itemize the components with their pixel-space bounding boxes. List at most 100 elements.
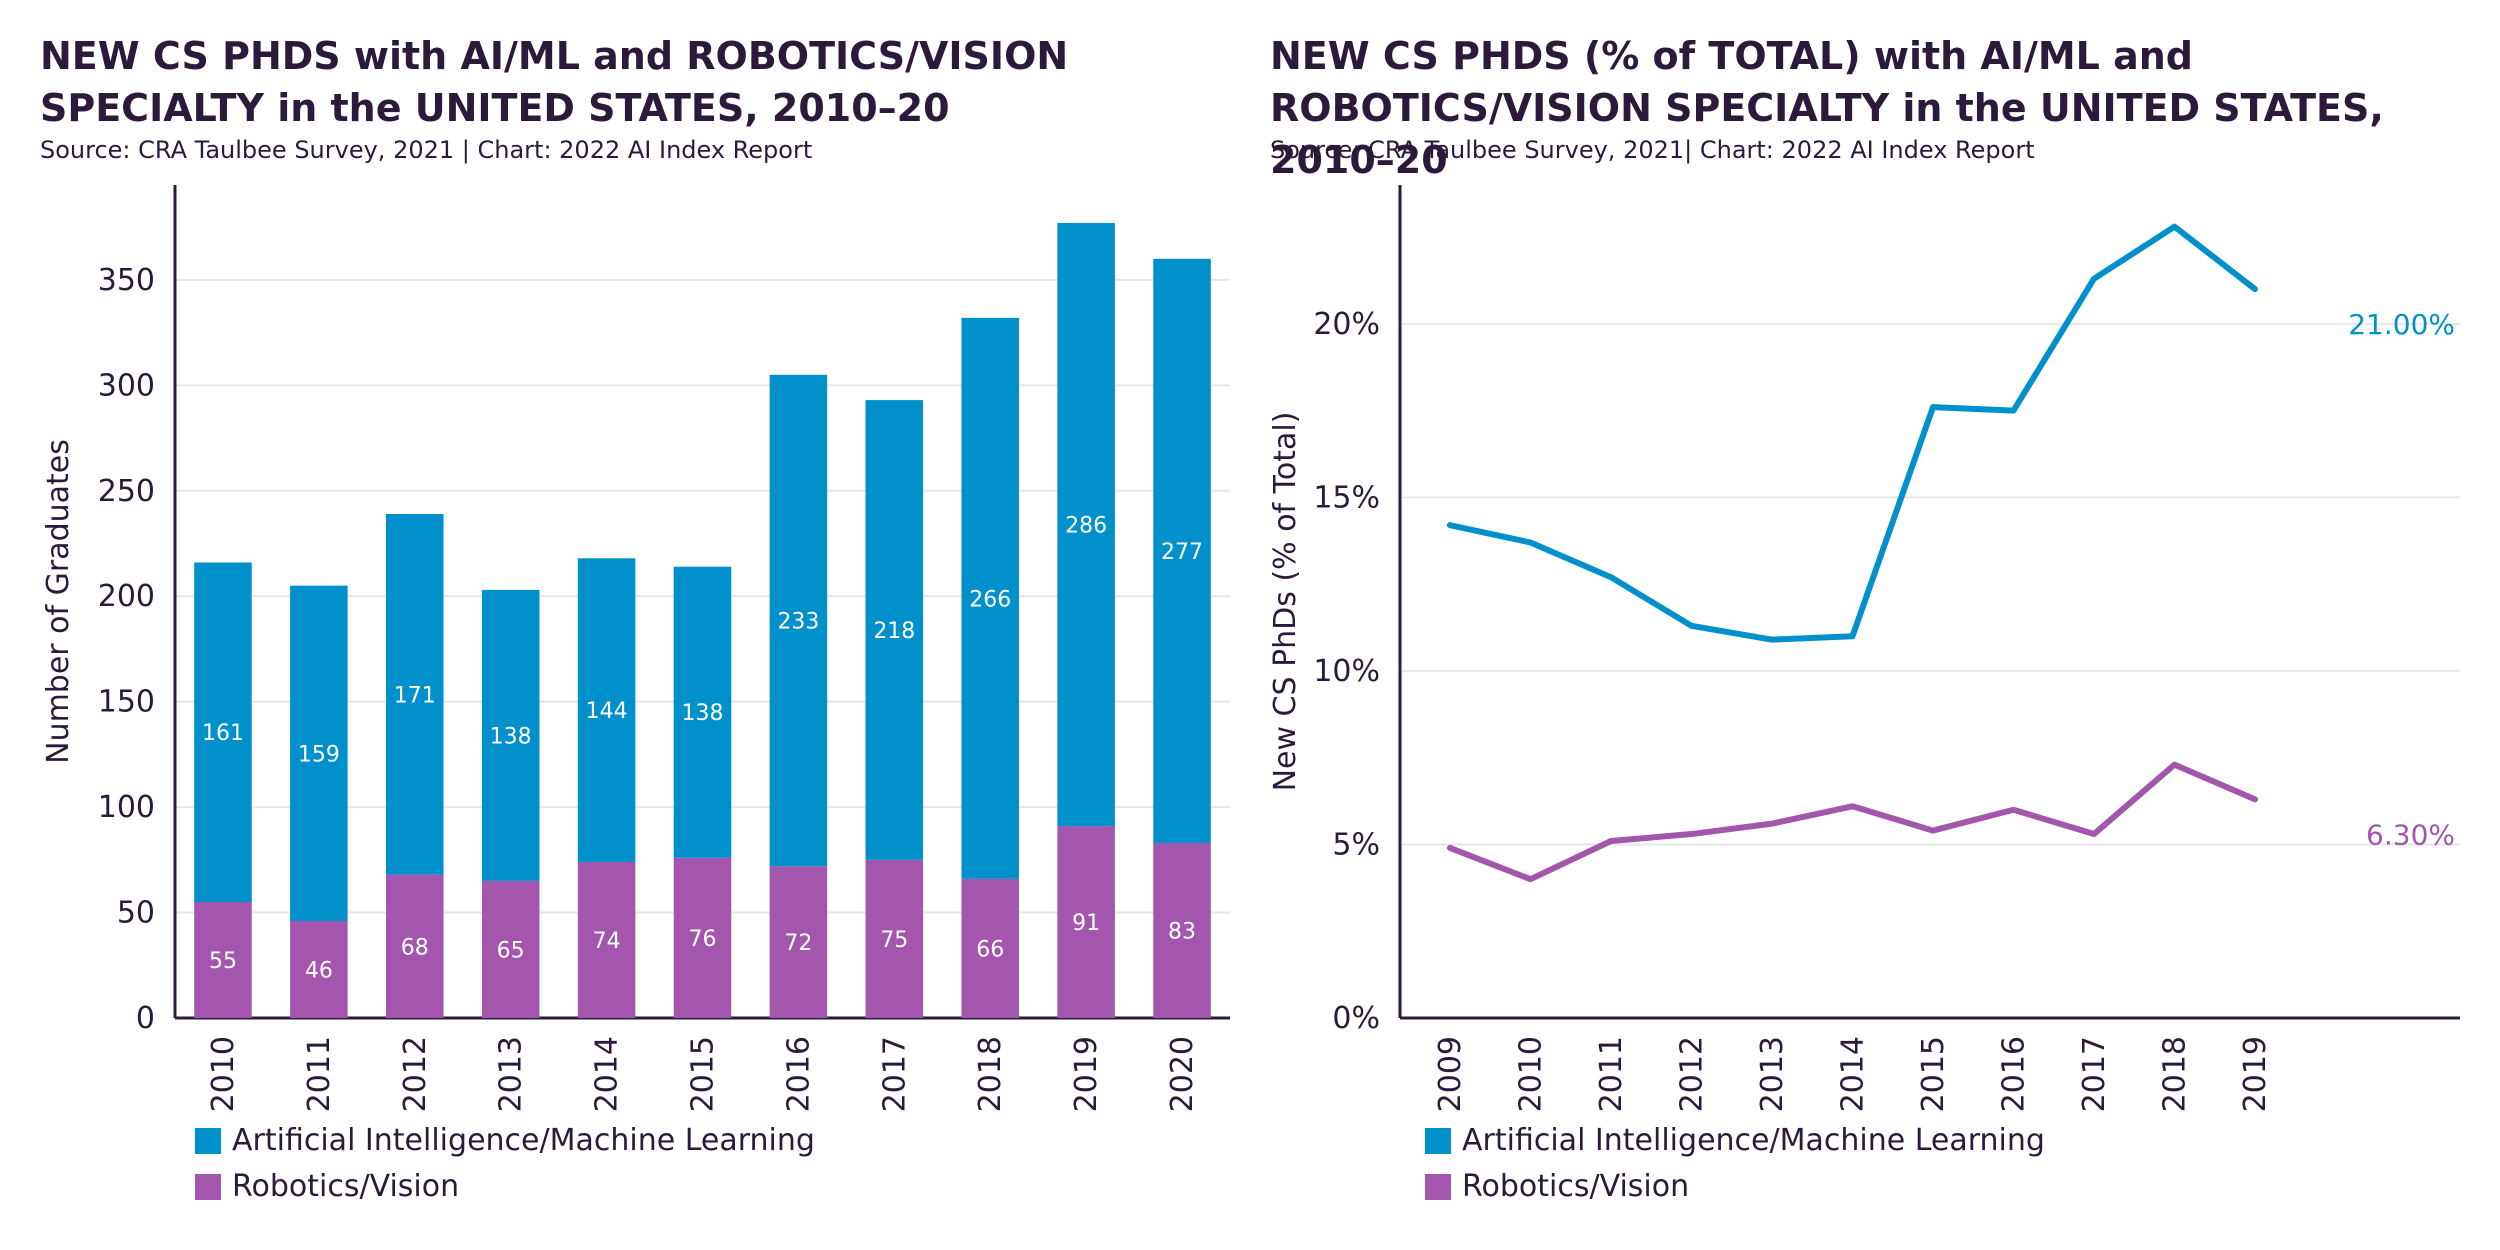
y-axis-title: New CS PhDs (% of Total) bbox=[1268, 412, 1303, 792]
bar-robotics-vision bbox=[386, 874, 444, 1018]
x-tick-label: 2012 bbox=[1675, 1036, 1710, 1112]
bar-value-label: 46 bbox=[305, 958, 333, 983]
x-tick-label: 2018 bbox=[2158, 1036, 2193, 1112]
bar-robotics-vision bbox=[290, 920, 348, 1018]
bar-value-label: 75 bbox=[880, 928, 908, 953]
bar-value-label: 83 bbox=[1168, 919, 1196, 944]
y-tick-label: 350 bbox=[98, 263, 155, 298]
left-chart-source: Source: CRA Taulbee Survey, 2021 | Chart… bbox=[40, 136, 813, 164]
y-tick-label: 15% bbox=[1313, 480, 1380, 515]
x-tick-label: 2013 bbox=[1755, 1036, 1790, 1112]
bar-ai-ml bbox=[769, 374, 828, 867]
bar-ai-ml bbox=[194, 562, 252, 903]
bar-robotics-vision bbox=[865, 859, 924, 1018]
x-tick-label: 2012 bbox=[398, 1036, 433, 1112]
x-tick-label: 2020 bbox=[1165, 1036, 1200, 1112]
x-tick-label: 2016 bbox=[781, 1036, 816, 1112]
x-tick-label: 2011 bbox=[1594, 1036, 1629, 1112]
bar-robotics-vision bbox=[1057, 826, 1115, 1018]
x-tick-label: 2014 bbox=[1836, 1036, 1871, 1112]
x-tick-label: 2019 bbox=[1069, 1036, 1104, 1112]
bar-ai-ml bbox=[865, 400, 924, 860]
x-tick-label: 2018 bbox=[973, 1036, 1008, 1112]
legend-label: Artificial Intelligence/Machine Learning bbox=[232, 1123, 815, 1158]
bar-robotics-vision bbox=[194, 902, 252, 1018]
left-chart-title: NEW CS PHDS with AI/ML and ROBOTICS/VISI… bbox=[40, 34, 1069, 130]
bar-value-label: 55 bbox=[209, 949, 237, 974]
bar-ai-ml bbox=[290, 585, 348, 921]
y-tick-label: 50 bbox=[117, 896, 155, 931]
legend-swatch bbox=[1425, 1128, 1451, 1154]
legend-label: Robotics/Vision bbox=[1462, 1169, 1689, 1204]
series-line-robotics-vision bbox=[1447, 761, 2258, 883]
bar-value-label: 277 bbox=[1161, 540, 1203, 565]
bar-value-label: 286 bbox=[1065, 514, 1107, 539]
y-tick-label: 150 bbox=[98, 685, 155, 720]
y-tick-label: 200 bbox=[98, 579, 155, 614]
bar-robotics-vision bbox=[1153, 842, 1211, 1018]
bar-chart: 0 50 100 150 200 250 300 350 Number of Graduates… bbox=[41, 185, 1230, 1204]
series-line-ai-ml bbox=[1447, 223, 2258, 643]
bar-value-label: 74 bbox=[593, 929, 621, 954]
y-axis-title: Number of Graduates bbox=[41, 439, 76, 764]
bar-robotics-vision bbox=[577, 861, 636, 1018]
bar-robotics-vision bbox=[481, 880, 540, 1018]
y-tick-label: 250 bbox=[98, 474, 155, 509]
bar-robotics-vision bbox=[673, 857, 732, 1018]
legend-label: Robotics/Vision bbox=[232, 1169, 459, 1204]
x-tick-label: 2010 bbox=[206, 1036, 241, 1112]
bar-value-label: 68 bbox=[401, 935, 429, 960]
bar-value-label: 161 bbox=[202, 721, 244, 746]
bar-value-label: 171 bbox=[394, 683, 436, 708]
bar-value-label: 76 bbox=[689, 927, 717, 952]
bar-value-label: 266 bbox=[969, 587, 1011, 612]
bar-ai-ml bbox=[1057, 222, 1115, 827]
bar-ai-ml bbox=[1153, 258, 1211, 843]
x-tick-label: 2011 bbox=[302, 1036, 337, 1112]
y-tick-label: 100 bbox=[98, 790, 155, 825]
x-tick-label: 2009 bbox=[1433, 1036, 1468, 1112]
bar-ai-ml bbox=[673, 566, 732, 858]
bar-ai-ml bbox=[481, 589, 540, 881]
y-tick-label: 20% bbox=[1313, 307, 1380, 342]
bar-value-label: 65 bbox=[497, 938, 525, 963]
legend-swatch bbox=[195, 1128, 221, 1154]
bar-robotics-vision bbox=[769, 866, 828, 1018]
y-tick-label: 0% bbox=[1332, 1001, 1380, 1036]
right-chart-title: NEW CS PHDS (% of TOTAL) with AI/ML and … bbox=[1270, 34, 2384, 182]
x-tick-label: 2019 bbox=[2238, 1036, 2273, 1112]
x-tick-label: 2017 bbox=[2077, 1036, 2112, 1112]
bar-value-label: 91 bbox=[1072, 911, 1100, 936]
bar-robotics-vision bbox=[961, 878, 1019, 1018]
x-tick-label: 2014 bbox=[590, 1036, 625, 1112]
y-tick-label: 5% bbox=[1332, 827, 1380, 862]
bar-value-label: 138 bbox=[682, 701, 724, 726]
bar-ai-ml bbox=[577, 558, 636, 862]
legend-label: Artificial Intelligence/Machine Learning bbox=[1462, 1123, 2045, 1158]
y-tick-label: 0 bbox=[136, 1001, 155, 1036]
bar-value-label: 66 bbox=[976, 937, 1004, 962]
y-tick-label: 10% bbox=[1313, 654, 1380, 689]
end-value-label: 21.00% bbox=[2348, 308, 2455, 341]
x-tick-label: 2015 bbox=[1916, 1036, 1951, 1112]
left-chart-panel: NEW CS PHDS with AI/ML and ROBOTICS/VISI… bbox=[40, 34, 1230, 1204]
x-tick-label: 2013 bbox=[494, 1036, 529, 1112]
legend-swatch bbox=[1425, 1174, 1451, 1200]
bar-ai-ml bbox=[386, 513, 444, 875]
bar-value-label: 72 bbox=[784, 931, 812, 956]
bar-value-label: 138 bbox=[490, 724, 532, 749]
right-chart-source: Source: CRA Taulbee Survey, 2021| Chart:… bbox=[1270, 136, 2035, 164]
bar-ai-ml bbox=[961, 317, 1019, 879]
x-tick-label: 2016 bbox=[1997, 1036, 2032, 1112]
y-tick-label: 300 bbox=[98, 368, 155, 403]
x-tick-label: 2017 bbox=[877, 1036, 912, 1112]
legend-swatch bbox=[195, 1174, 221, 1200]
x-tick-label: 2015 bbox=[686, 1036, 721, 1112]
line-chart: 0% 5% 10% 15% 20% New CS PhDs (% of Total) 200… bbox=[1268, 185, 2460, 1204]
bar-value-label: 233 bbox=[777, 609, 819, 634]
x-tick-label: 2010 bbox=[1514, 1036, 1549, 1112]
bar-value-label: 218 bbox=[873, 619, 915, 644]
bar-value-label: 144 bbox=[586, 699, 628, 724]
end-value-label: 6.30% bbox=[2366, 818, 2455, 851]
right-chart-panel: NEW CS PHDS (% of TOTAL) with AI/ML and … bbox=[1250, 0, 2500, 1250]
